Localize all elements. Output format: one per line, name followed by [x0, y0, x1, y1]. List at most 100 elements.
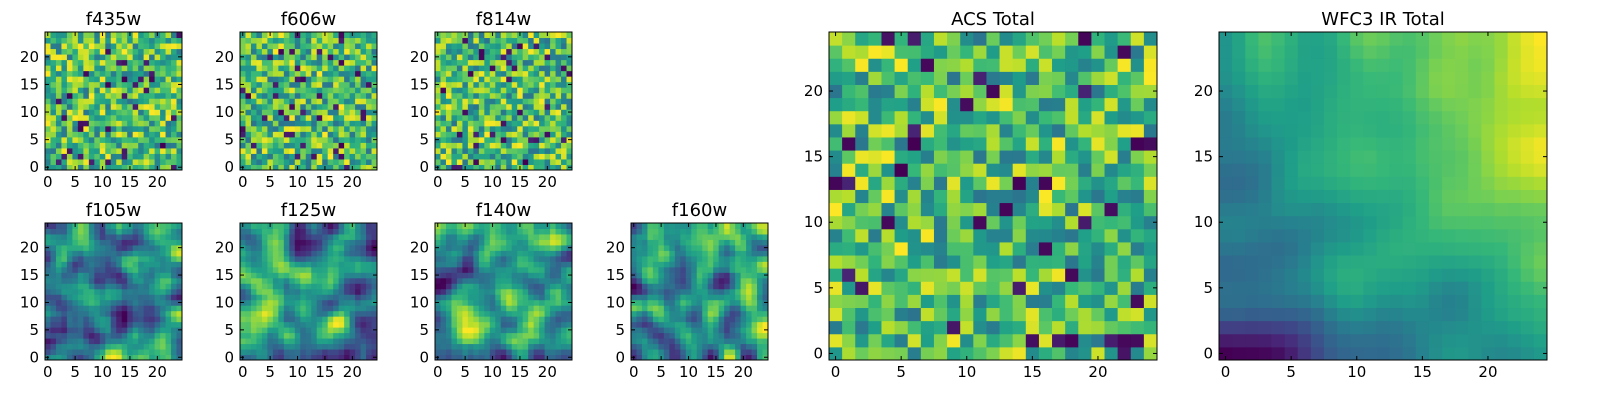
heatmap-cell [757, 223, 764, 229]
heatmap-cell [121, 164, 128, 171]
heatmap-cell [544, 233, 551, 240]
heatmap-cell [478, 158, 485, 165]
heatmap-cell [149, 305, 156, 312]
heatmap-cell [489, 228, 496, 235]
heatmap-cell [349, 272, 356, 279]
heatmap-cell [489, 65, 496, 72]
heatmap-cell [435, 59, 441, 66]
heatmap-cell [88, 87, 95, 94]
heatmap-cell [305, 327, 312, 334]
heatmap-cell [528, 228, 535, 235]
heatmap-cell [478, 266, 485, 273]
heatmap-cell [440, 131, 447, 138]
heatmap-cell [245, 158, 252, 165]
heatmap-cell [751, 255, 758, 262]
heatmap-cell [500, 65, 507, 72]
heatmap-cell [735, 299, 742, 306]
heatmap-cell [511, 239, 518, 246]
heatmap-cell [50, 239, 57, 246]
heatmap-cell [566, 343, 573, 350]
heatmap-cell [143, 142, 150, 149]
heatmap-cell [154, 114, 161, 121]
heatmap-cell [176, 223, 183, 229]
heatmap-cell [539, 244, 546, 251]
heatmap-cell [267, 239, 274, 246]
heatmap-cell [316, 37, 323, 44]
heatmap-cell [511, 120, 518, 127]
heatmap-cell [289, 125, 296, 132]
heatmap-cell [110, 43, 117, 50]
heatmap-cell [61, 103, 68, 110]
heatmap-cell [757, 349, 764, 356]
heatmap-cell [171, 327, 178, 334]
heatmap-cell [176, 261, 183, 268]
heatmap-cell [881, 215, 896, 230]
heatmap-cell [1091, 202, 1106, 217]
heatmap-cell [283, 316, 290, 323]
heatmap-cell [77, 54, 84, 61]
heatmap-cell [680, 272, 687, 279]
heatmap-cell [735, 338, 742, 345]
heatmap-cell [371, 98, 378, 105]
heatmap-cell [322, 305, 329, 312]
heatmap-cell [696, 233, 703, 240]
heatmap-cell [360, 321, 367, 328]
heatmap-cell [473, 32, 480, 39]
heatmap-cell [99, 131, 106, 138]
heatmap-cell [1065, 189, 1079, 204]
y-tick-label: 15 [410, 266, 429, 284]
heatmap-cell [371, 321, 378, 328]
heatmap-cell [289, 316, 296, 323]
heatmap-cell [256, 92, 263, 99]
heatmap-cell [669, 332, 676, 339]
heatmap-cell [947, 176, 961, 190]
heatmap-cell [663, 277, 670, 284]
heatmap-cell [349, 70, 356, 77]
heatmap-cell [707, 261, 714, 268]
heatmap-cell [561, 354, 568, 361]
heatmap-cell [467, 65, 474, 72]
heatmap-cell [489, 120, 496, 127]
heatmap-cell [724, 277, 731, 284]
heatmap-cell [83, 103, 90, 110]
heatmap-cell [636, 266, 643, 273]
heatmap-cell [718, 343, 725, 350]
heatmap-cell [473, 272, 480, 279]
heatmap-cell [338, 131, 345, 138]
heatmap-cell [349, 65, 356, 72]
heatmap-cell [495, 244, 502, 251]
heatmap-cell [489, 250, 496, 257]
heatmap-cell [121, 92, 128, 99]
heatmap-cell [132, 266, 139, 273]
heatmap-cell [506, 87, 513, 94]
heatmap-cell [533, 114, 540, 121]
heatmap-cell [316, 142, 323, 149]
heatmap-cell [829, 215, 843, 230]
heatmap-cell [349, 283, 356, 290]
heatmap-cell [561, 125, 568, 132]
heatmap-cell [713, 255, 720, 262]
heatmap-cell [311, 147, 318, 154]
heatmap-cell [311, 87, 318, 94]
heatmap-cell [138, 294, 145, 301]
heatmap-cell [746, 305, 753, 312]
heatmap-cell [45, 228, 51, 235]
heatmap-cell [165, 131, 172, 138]
heatmap-cell [256, 87, 263, 94]
heatmap-cell [740, 338, 747, 345]
heatmap-cell [116, 87, 123, 94]
heatmap-cell [132, 228, 139, 235]
heatmap-cell [160, 153, 167, 160]
heatmap-cell [440, 142, 447, 149]
heatmap-cell [495, 272, 502, 279]
heatmap-cell [171, 272, 178, 279]
heatmap-cell [1038, 228, 1053, 243]
heatmap-cell [61, 244, 68, 251]
heatmap-cell [484, 277, 491, 284]
heatmap-cell [55, 261, 62, 268]
heatmap-cell [127, 272, 134, 279]
heatmap-cell [500, 59, 507, 66]
heatmap-cell [333, 272, 340, 279]
heatmap-cell [445, 136, 452, 143]
heatmap-cell [50, 233, 57, 240]
